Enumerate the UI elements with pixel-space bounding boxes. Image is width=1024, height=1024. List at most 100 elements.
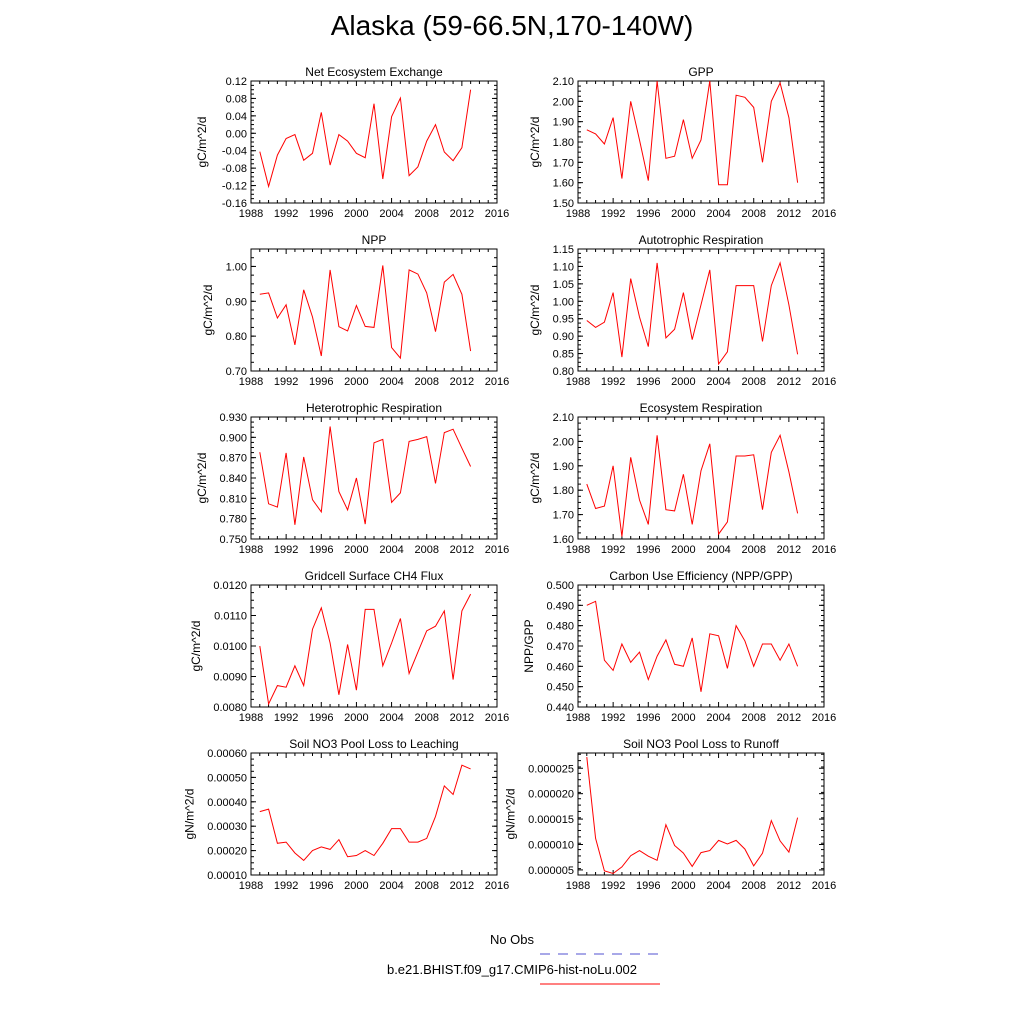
x-tick-label: 2004 xyxy=(379,376,403,388)
x-tick-label: 2000 xyxy=(344,376,368,388)
legend-model-label: b.e21.BHIST.f09_g17.CMIP6-hist-noLu.002 xyxy=(386,962,638,977)
series-line xyxy=(259,89,472,189)
panel-title: Soil NO3 Pool Loss to Leaching xyxy=(289,737,458,751)
y-axis-label: gN/m^2/d xyxy=(183,789,197,840)
x-tick-label: 1988 xyxy=(566,376,590,388)
x-tick-label: 1996 xyxy=(636,880,660,892)
x-tick-label: 2008 xyxy=(414,376,438,388)
y-tick-label: 1.00 xyxy=(553,296,574,308)
y-tick-label: 1.70 xyxy=(553,510,574,522)
x-tick-label: 1992 xyxy=(601,544,625,556)
panel-title: Carbon Use Efficiency (NPP/GPP) xyxy=(609,569,792,583)
panel-title: Heterotrophic Respiration xyxy=(306,401,442,415)
x-tick-label: 2016 xyxy=(485,544,509,556)
y-tick-label: 2.10 xyxy=(553,412,574,424)
y-tick-label: 1.90 xyxy=(553,461,574,473)
chart-panel-2: 1988 1992 1996 2000 2004 2008 2012 2016 1.50 1.60… xyxy=(528,65,836,220)
y-tick-label: 0.70 xyxy=(226,366,247,378)
y-tick-label: 0.460 xyxy=(546,661,574,673)
x-tick-label: 2004 xyxy=(379,544,403,556)
y-tick-label: 0.780 xyxy=(219,514,247,526)
x-tick-label: 2016 xyxy=(812,208,836,220)
x-tick-label: 2000 xyxy=(344,712,368,724)
y-tick-label: 0.00040 xyxy=(207,797,247,809)
series-line xyxy=(586,80,799,186)
chart-panel-6: 1988 1992 1996 2000 2004 2008 2012 2016 1.60 1.70… xyxy=(528,401,836,556)
x-tick-label: 2000 xyxy=(344,880,368,892)
y-tick-label: -0.12 xyxy=(222,181,247,193)
x-tick-label: 2000 xyxy=(344,544,368,556)
y-tick-label: 0.00020 xyxy=(207,846,247,858)
series-line xyxy=(259,593,472,706)
y-tick-label: 0.900 xyxy=(219,432,247,444)
x-tick-label: 2016 xyxy=(812,880,836,892)
y-tick-label: 0.500 xyxy=(546,580,574,592)
y-tick-label: 1.50 xyxy=(553,198,574,210)
x-tick-label: 2000 xyxy=(671,712,695,724)
y-tick-label: 0.0090 xyxy=(213,672,247,684)
x-tick-label: 2016 xyxy=(812,376,836,388)
panel-title: NPP xyxy=(362,233,387,247)
y-tick-label: 0.750 xyxy=(219,534,247,546)
x-tick-label: 2008 xyxy=(414,208,438,220)
x-tick-label: 2012 xyxy=(777,208,801,220)
x-tick-label: 1988 xyxy=(239,208,263,220)
x-tick-label: 1992 xyxy=(274,880,298,892)
x-tick-label: 2000 xyxy=(671,376,695,388)
x-tick-label: 2004 xyxy=(706,712,730,724)
y-tick-label: -0.08 xyxy=(222,163,247,175)
y-tick-label: 0.00030 xyxy=(207,821,247,833)
x-tick-label: 2000 xyxy=(671,880,695,892)
panel-title: Soil NO3 Pool Loss to Runoff xyxy=(623,737,780,751)
x-tick-label: 2004 xyxy=(379,880,403,892)
x-tick-label: 1988 xyxy=(566,712,590,724)
y-tick-label: 0.80 xyxy=(226,331,247,343)
x-tick-label: 1992 xyxy=(274,544,298,556)
x-tick-label: 1992 xyxy=(274,208,298,220)
y-tick-label: 1.90 xyxy=(553,117,574,129)
x-tick-label: 2016 xyxy=(485,208,509,220)
y-axis-label: gC/m^2/d xyxy=(195,117,209,168)
x-tick-label: 2000 xyxy=(671,544,695,556)
y-tick-label: 0.00010 xyxy=(207,870,247,882)
chart-panel-3: 1988 1992 1996 2000 2004 2008 2012 2016 0.70 0.80… xyxy=(201,233,509,388)
panel-title: Autotrophic Respiration xyxy=(639,233,764,247)
y-tick-label: 0.0120 xyxy=(213,580,247,592)
x-tick-label: 1992 xyxy=(274,712,298,724)
chart-panel-8: 1988 1992 1996 2000 2004 2008 2012 2016 0.440 0.4… xyxy=(522,569,836,724)
x-tick-label: 2016 xyxy=(812,712,836,724)
x-tick-label: 1988 xyxy=(566,880,590,892)
plot-frame xyxy=(250,248,498,372)
y-axis-label: gC/m^2/d xyxy=(528,285,542,336)
x-tick-label: 1996 xyxy=(309,208,333,220)
y-tick-label: 1.10 xyxy=(553,261,574,273)
panel-title: Gridcell Surface CH4 Flux xyxy=(305,569,444,583)
x-tick-label: 1988 xyxy=(239,880,263,892)
x-tick-label: 2004 xyxy=(379,208,403,220)
x-tick-label: 2012 xyxy=(450,544,474,556)
x-tick-label: 2012 xyxy=(450,208,474,220)
y-axis-label: gC/m^2/d xyxy=(189,621,203,672)
y-tick-label: 2.00 xyxy=(553,436,574,448)
chart-panel-5: 1988 1992 1996 2000 2004 2008 2012 2016 0.750 0.7… xyxy=(195,401,509,556)
y-tick-label: -0.16 xyxy=(222,198,247,210)
y-axis-label: gC/m^2/d xyxy=(201,285,215,336)
x-tick-label: 1992 xyxy=(274,376,298,388)
legend-obs-line xyxy=(540,953,660,955)
panel-title: Net Ecosystem Exchange xyxy=(305,65,443,79)
y-tick-label: 0.930 xyxy=(219,412,247,424)
series-line xyxy=(259,265,472,360)
y-axis-label: gC/m^2/d xyxy=(195,453,209,504)
y-tick-label: 0.00060 xyxy=(207,748,247,760)
x-tick-label: 1996 xyxy=(309,544,333,556)
x-tick-label: 2012 xyxy=(450,376,474,388)
x-tick-label: 1996 xyxy=(636,544,660,556)
y-axis-label: gC/m^2/d xyxy=(528,453,542,504)
y-tick-label: 0.000010 xyxy=(528,840,574,852)
y-tick-label: 0.90 xyxy=(553,331,574,343)
x-tick-label: 1988 xyxy=(566,544,590,556)
y-axis-label: gC/m^2/d xyxy=(528,117,542,168)
y-tick-label: 0.480 xyxy=(546,621,574,633)
x-tick-label: 1996 xyxy=(636,712,660,724)
